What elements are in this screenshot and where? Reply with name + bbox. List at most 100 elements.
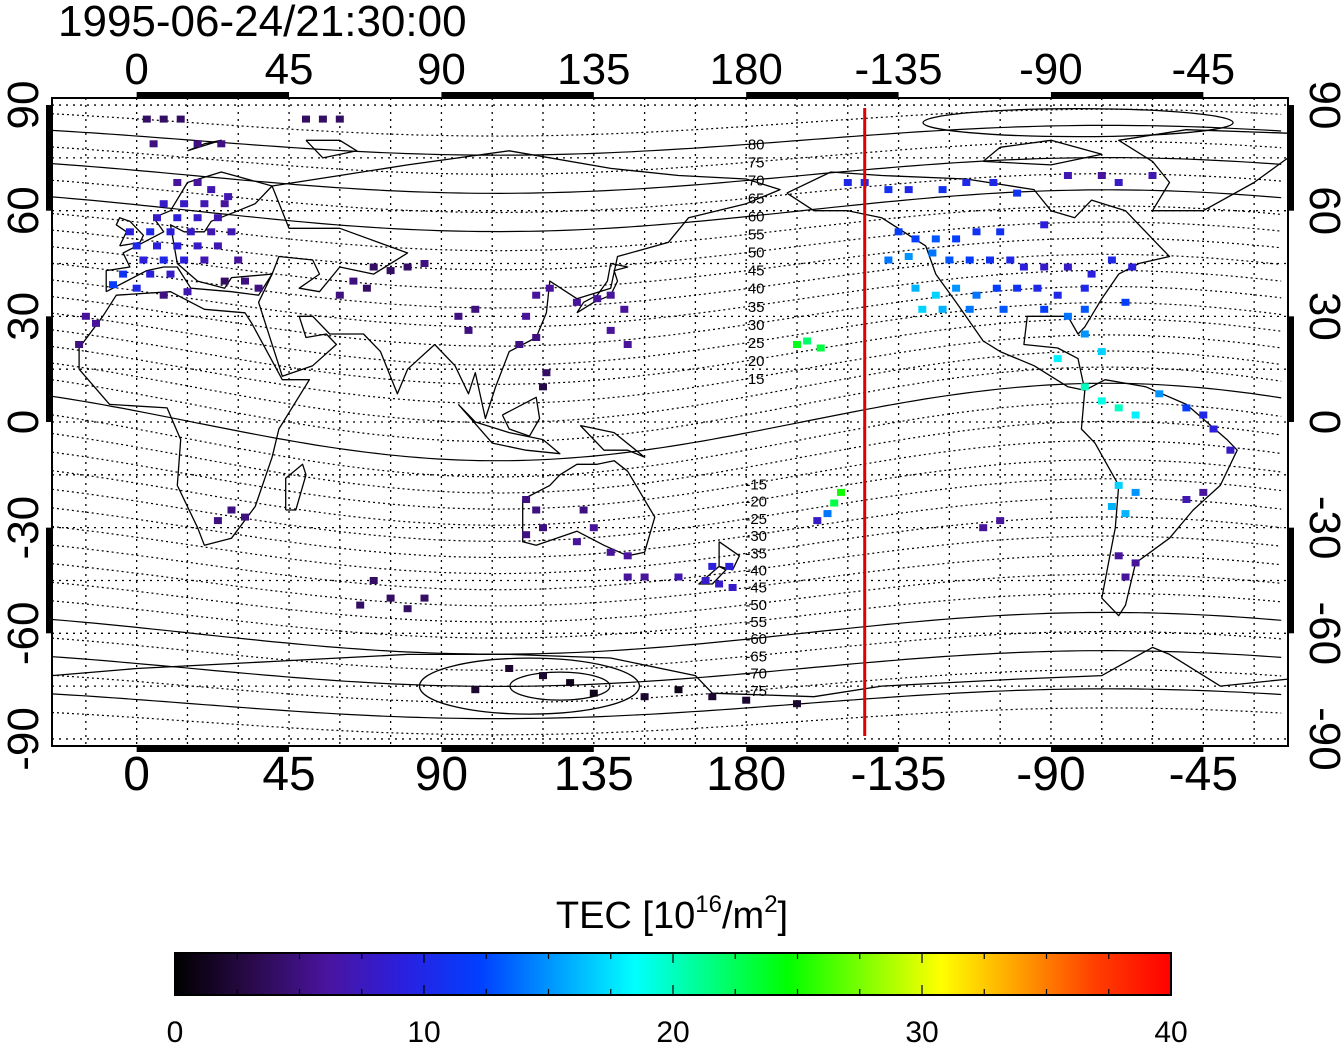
tec-point bbox=[160, 116, 168, 123]
contour-label: 70 bbox=[748, 173, 765, 190]
tec-point bbox=[177, 116, 185, 123]
bottom-lon-label: -90 bbox=[1016, 748, 1085, 801]
tec-point bbox=[932, 292, 940, 299]
tec-point bbox=[962, 179, 970, 186]
tec-point bbox=[715, 581, 723, 588]
right-lat-label: -90 bbox=[1300, 707, 1344, 771]
tec-point bbox=[1132, 559, 1140, 566]
tec-point bbox=[607, 292, 615, 299]
tec-point bbox=[228, 228, 236, 235]
tec-point bbox=[146, 271, 154, 278]
contour-label: 65 bbox=[748, 191, 765, 208]
left-lat-label: 60 bbox=[0, 186, 48, 235]
colorbar-title: TEC [1016/m2] bbox=[556, 891, 788, 937]
tec-point bbox=[1081, 306, 1089, 313]
colorbar-tick-label: 0 bbox=[167, 1016, 184, 1048]
right-lat-label: 0 bbox=[1300, 410, 1344, 434]
tec-point bbox=[207, 186, 215, 193]
tec-point bbox=[793, 700, 801, 707]
tec-point bbox=[336, 116, 344, 123]
tec-point bbox=[1122, 299, 1130, 306]
tec-point bbox=[160, 257, 168, 264]
tec-point bbox=[1122, 510, 1130, 517]
right-lat-label: 90 bbox=[1300, 81, 1344, 130]
tec-point bbox=[522, 313, 530, 320]
tec-point bbox=[404, 605, 412, 612]
colorbar-tick-label: 30 bbox=[905, 1016, 938, 1048]
top-lon-label: -90 bbox=[1019, 45, 1083, 94]
tec-point bbox=[214, 214, 222, 221]
tec-point bbox=[817, 345, 825, 352]
tec-point bbox=[607, 327, 615, 334]
tec-point bbox=[234, 257, 242, 264]
top-axis-bar bbox=[137, 92, 289, 98]
tec-point bbox=[539, 672, 547, 679]
tec-point bbox=[241, 278, 249, 285]
contour-label: 30 bbox=[748, 317, 765, 334]
tec-point bbox=[133, 242, 141, 249]
tec-point bbox=[973, 228, 981, 235]
tec-point bbox=[1115, 404, 1123, 411]
tec-point bbox=[404, 264, 412, 271]
left-lat-label: 30 bbox=[0, 292, 48, 341]
tec-point bbox=[194, 242, 202, 249]
tec-point bbox=[160, 292, 168, 299]
tec-point bbox=[207, 228, 215, 235]
tec-point bbox=[928, 250, 936, 257]
contour-label: -35 bbox=[745, 545, 767, 562]
bottom-lon-label: -135 bbox=[851, 748, 947, 801]
colorbar-tick-label: 40 bbox=[1154, 1016, 1187, 1048]
tec-point bbox=[1081, 383, 1089, 390]
right-lat-label: -60 bbox=[1300, 602, 1344, 666]
tec-point bbox=[1033, 285, 1041, 292]
tec-point bbox=[1088, 271, 1096, 278]
tec-point bbox=[126, 228, 134, 235]
top-axis-bar bbox=[441, 92, 593, 98]
contour-label: 35 bbox=[748, 299, 765, 316]
tec-point bbox=[370, 264, 378, 271]
tec-point bbox=[624, 574, 632, 581]
tec-point bbox=[979, 524, 987, 531]
tec-point bbox=[996, 517, 1004, 524]
tec-point bbox=[641, 693, 649, 700]
colorbar-tick-label: 10 bbox=[407, 1016, 440, 1048]
left-lat-label: 0 bbox=[0, 410, 48, 434]
tec-point bbox=[912, 285, 920, 292]
tec-point bbox=[349, 278, 357, 285]
tec-point bbox=[607, 549, 615, 556]
top-lon-label: -135 bbox=[855, 45, 943, 94]
tec-point bbox=[905, 253, 913, 260]
tec-point bbox=[194, 214, 202, 221]
tec-point bbox=[1210, 426, 1218, 433]
tec-point bbox=[573, 538, 581, 545]
contour-label: 45 bbox=[748, 263, 765, 280]
tec-point bbox=[153, 242, 161, 249]
tec-point bbox=[1020, 264, 1028, 271]
contour-label: -70 bbox=[745, 666, 767, 683]
tec-point bbox=[356, 602, 364, 609]
tec-point bbox=[1182, 496, 1190, 503]
tec-point bbox=[542, 369, 550, 376]
tec-point bbox=[187, 228, 195, 235]
tec-point bbox=[1115, 179, 1123, 186]
tec-point bbox=[905, 186, 913, 193]
tec-point bbox=[1064, 264, 1072, 271]
bottom-axis-bar bbox=[746, 746, 898, 752]
tec-point bbox=[1182, 404, 1190, 411]
tec-point bbox=[180, 257, 188, 264]
tec-point bbox=[184, 288, 192, 295]
tec-point bbox=[708, 563, 716, 570]
tec-point bbox=[522, 531, 530, 538]
colorbar-title-prefix: TEC [10 bbox=[556, 895, 695, 937]
tec-point bbox=[1040, 306, 1048, 313]
tec-point bbox=[939, 186, 947, 193]
tec-point bbox=[180, 200, 188, 207]
tec-point bbox=[465, 327, 473, 334]
tec-point bbox=[92, 320, 100, 327]
tec-point bbox=[1054, 292, 1062, 299]
tec-point bbox=[973, 292, 981, 299]
tec-point bbox=[986, 257, 994, 264]
tec-point bbox=[989, 179, 997, 186]
